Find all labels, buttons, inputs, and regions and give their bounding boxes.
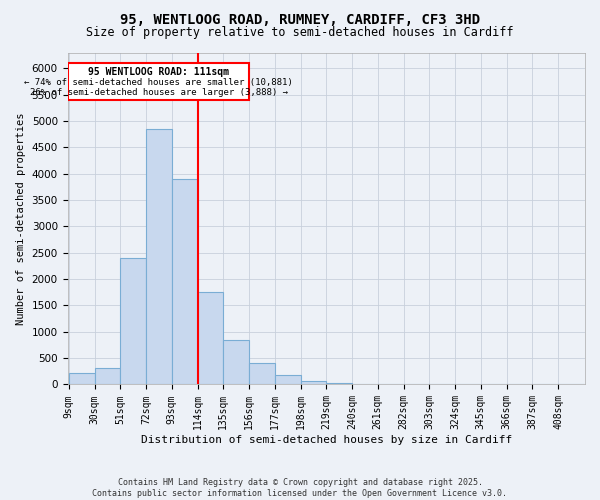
Bar [146,129,172,384]
X-axis label: Distribution of semi-detached houses by size in Cardiff: Distribution of semi-detached houses by … [140,435,512,445]
Y-axis label: Number of semi-detached properties: Number of semi-detached properties [16,112,26,324]
Bar [172,179,197,384]
Text: ← 74% of semi-detached houses are smaller (10,881): ← 74% of semi-detached houses are smalle… [24,78,293,87]
Text: Contains HM Land Registry data © Crown copyright and database right 2025.
Contai: Contains HM Land Registry data © Crown c… [92,478,508,498]
FancyBboxPatch shape [68,63,249,100]
Text: 26% of semi-detached houses are larger (3,888) →: 26% of semi-detached houses are larger (… [29,88,287,98]
Bar [249,364,275,384]
Text: Size of property relative to semi-detached houses in Cardiff: Size of property relative to semi-detach… [86,26,514,39]
Bar [197,292,223,384]
Text: 95 WENTLOOG ROAD: 111sqm: 95 WENTLOOG ROAD: 111sqm [88,68,229,78]
Bar [223,340,249,384]
Bar [301,380,326,384]
Bar [95,368,120,384]
Bar [326,382,352,384]
Bar [69,374,95,384]
Bar [120,258,146,384]
Text: 95, WENTLOOG ROAD, RUMNEY, CARDIFF, CF3 3HD: 95, WENTLOOG ROAD, RUMNEY, CARDIFF, CF3 … [120,12,480,26]
Bar [275,376,301,384]
